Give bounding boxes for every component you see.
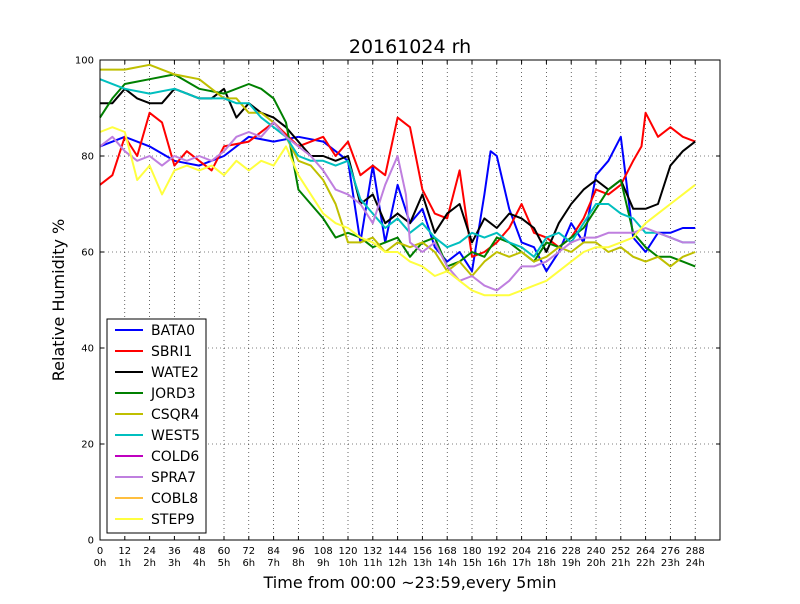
legend-label: STEP9 [151, 512, 195, 528]
x-tick-hour-label: 12h [388, 558, 407, 569]
x-tick-label: 228 [562, 546, 581, 557]
x-tick-label: 84 [267, 546, 280, 557]
x-tick-hour-label: 13h [413, 558, 432, 569]
x-tick-hour-label: 22h [636, 558, 655, 569]
x-tick-label: 276 [661, 546, 680, 557]
x-tick-label: 252 [611, 546, 630, 557]
x-tick-label: 264 [636, 546, 655, 557]
series-line-west5 [99, 78, 696, 258]
series-line-step9 [99, 126, 696, 297]
x-tick-label: 144 [388, 546, 407, 557]
series-line-wate2 [100, 87, 696, 253]
legend-label: WATE2 [151, 365, 199, 381]
x-tick-hour-label: 5h [218, 558, 231, 569]
x-tick-hour-label: 8h [292, 558, 305, 569]
x-tick-label: 156 [413, 546, 432, 557]
y-tick-label: 60 [81, 248, 94, 259]
x-tick-hour-label: 23h [661, 558, 680, 569]
x-axis-label: Time from 00:00 ~23:59,every 5min [263, 573, 557, 592]
x-tick-label: 60 [218, 546, 231, 557]
plot-frame [99, 59, 721, 541]
x-tick-hour-label: 18h [537, 558, 556, 569]
y-tick-label: 40 [81, 344, 94, 355]
legend-label: COLD6 [151, 449, 199, 465]
x-tick-label: 120 [338, 546, 357, 557]
x-tick-hour-label: 11h [363, 558, 382, 569]
x-tick-hour-label: 3h [168, 558, 181, 569]
y-tick-label: 0 [88, 536, 94, 547]
legend-label: COBL8 [151, 491, 198, 507]
x-tick-hour-label: 7h [267, 558, 280, 569]
x-tick-label: 132 [363, 546, 382, 557]
x-tick-label: 204 [512, 546, 531, 557]
x-tick-hour-label: 24h [686, 558, 705, 569]
x-tick-label: 240 [586, 546, 605, 557]
ticks-layer: 00h121h242h363h484h605h726h847h968h1089h… [75, 56, 720, 569]
legend: BATA0 SBRI1 WATE2 JORD3 CSQR4 WEST5 COLD6 SPRA7… [106, 318, 207, 534]
x-tick-label: 72 [242, 546, 255, 557]
x-tick-hour-label: 14h [438, 558, 457, 569]
x-tick-hour-label: 17h [512, 558, 531, 569]
grid-layer [99, 59, 720, 541]
legend-label: CSQR4 [151, 407, 199, 423]
x-tick-label: 168 [438, 546, 457, 557]
x-tick-hour-label: 19h [562, 558, 581, 569]
x-tick-label: 108 [314, 546, 333, 557]
x-tick-hour-label: 4h [193, 558, 206, 569]
series-line-spra7 [99, 121, 696, 292]
x-tick-hour-label: 0h [94, 558, 107, 569]
y-tick-label: 100 [75, 56, 94, 67]
x-tick-hour-label: 6h [242, 558, 255, 569]
y-axis-label: Relative Humidity % [49, 219, 68, 381]
chart-title: 20161024 rh [349, 36, 471, 58]
x-tick-label: 180 [462, 546, 481, 557]
x-tick-label: 96 [292, 546, 305, 557]
x-tick-hour-label: 9h [317, 558, 330, 569]
x-tick-label: 36 [168, 546, 181, 557]
y-tick-label: 20 [81, 440, 94, 451]
series-layer [99, 63, 696, 297]
x-tick-hour-label: 15h [462, 558, 481, 569]
legend-label: BATA0 [151, 323, 195, 339]
x-tick-label: 288 [686, 546, 705, 557]
x-tick-hour-label: 16h [487, 558, 506, 569]
x-tick-label: 48 [193, 546, 206, 557]
x-tick-label: 216 [537, 546, 556, 557]
series-line-sbri1 [99, 111, 696, 258]
x-tick-hour-label: 2h [143, 558, 156, 569]
legend-label: JORD3 [150, 386, 196, 402]
series-line-bata0 [99, 135, 696, 273]
legend-label: SBRI1 [151, 344, 192, 360]
series-line-jord3 [99, 73, 696, 268]
x-tick-hour-label: 1h [118, 558, 131, 569]
y-tick-label: 80 [81, 152, 94, 163]
x-tick-label: 24 [143, 546, 156, 557]
x-tick-label: 192 [487, 546, 506, 557]
x-tick-hour-label: 10h [338, 558, 357, 569]
x-tick-hour-label: 21h [611, 558, 630, 569]
x-tick-hour-label: 20h [586, 558, 605, 569]
x-tick-label: 0 [97, 546, 103, 557]
legend-label: WEST5 [151, 428, 200, 444]
x-tick-label: 12 [118, 546, 131, 557]
legend-label: SPRA7 [151, 470, 196, 486]
